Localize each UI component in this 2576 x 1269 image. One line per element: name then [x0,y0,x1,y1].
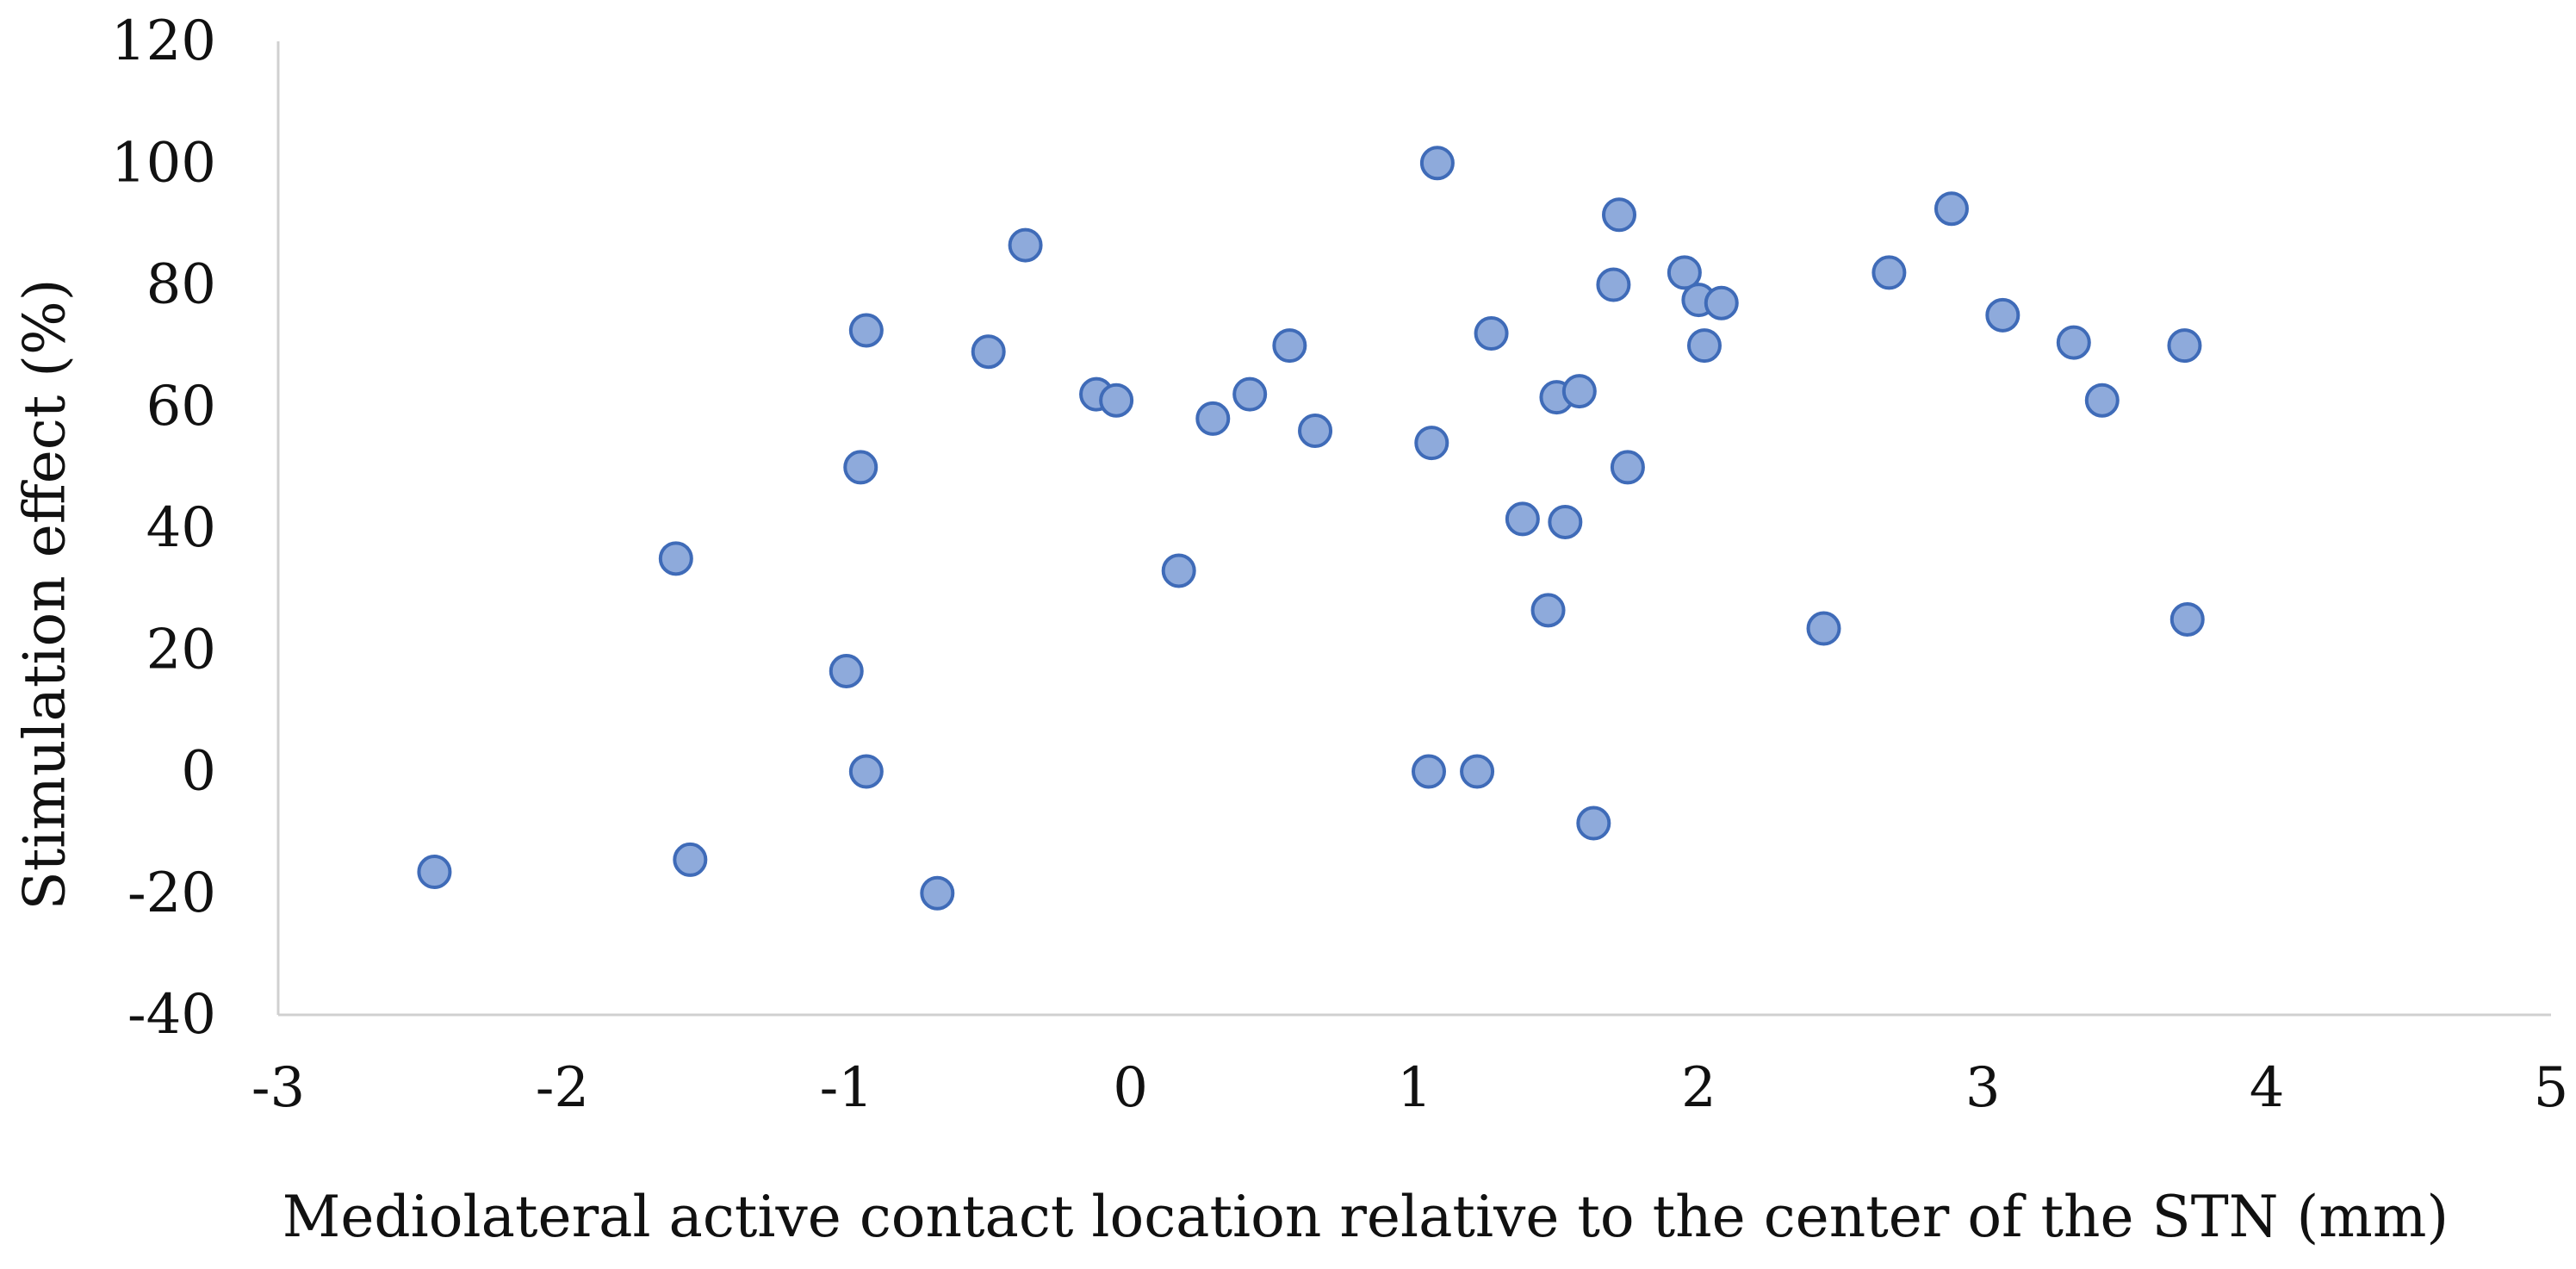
data-point [1610,450,1645,485]
data-point [1561,374,1597,409]
data-point [2084,383,2120,418]
data-point [848,313,884,348]
data-point [848,754,884,789]
x-axis-title: Mediolateral active contact location rel… [282,1184,2449,1250]
data-point [417,855,452,890]
data-point [1411,754,1446,789]
y-tick-label: 60 [146,375,216,439]
y-tick-label: 120 [111,9,216,73]
data-point [1474,316,1509,351]
data-point [1871,255,1907,290]
x-tick-label: 2 [1681,1056,1716,1120]
data-point [1602,197,1637,233]
data-point [1419,146,1455,181]
data-point [658,541,693,576]
y-tick-label: -20 [127,862,216,925]
y-tick-labels: 120 100 80 60 40 20 0 -20 -40 [111,9,216,1047]
y-tick-label: 20 [146,618,216,681]
data-point [829,653,864,688]
data-point [673,842,708,877]
data-point [1272,328,1307,364]
y-tick-label: 0 [181,740,216,804]
x-tick-labels: -3 -2 -1 0 1 2 3 4 5 [251,1056,2569,1120]
data-point [2056,325,2091,360]
x-tick-label: 1 [1397,1056,1432,1120]
data-point [1985,297,2020,333]
x-tick-label: -2 [536,1056,589,1120]
y-tick-label: 80 [146,253,216,317]
chart-axes [276,41,2551,1017]
data-point [843,450,878,485]
data-point [920,875,955,911]
data-point [1806,611,1841,646]
x-tick-label: 0 [1113,1056,1148,1120]
y-axis-title: Stimulation effect (%) [12,279,78,911]
x-tick-label: -1 [820,1056,873,1120]
y-tick-label: -40 [127,983,216,1047]
y-tick-label: 100 [111,131,216,195]
data-point [1414,426,1449,461]
data-point [1548,504,1583,539]
x-tick-label: 3 [1965,1056,2001,1120]
data-point [1298,414,1333,448]
data-point [1530,593,1566,628]
data-point [971,334,1006,370]
data-point [1505,501,1540,537]
data-point [2169,601,2205,637]
data-point [1667,255,1702,290]
data-point [1576,806,1611,841]
data-point [1099,383,1134,418]
x-tick-label: -3 [251,1056,305,1120]
data-point [1008,227,1043,263]
data-point [1934,191,1969,227]
x-tick-label: 5 [2534,1056,2569,1120]
data-point [1161,553,1196,588]
data-point [1704,285,1739,320]
data-points [417,146,2205,911]
data-point [1460,754,1495,789]
data-point [1596,267,1631,302]
data-point [1232,376,1268,412]
data-point [2167,328,2202,364]
data-point [1195,401,1231,436]
data-point [1686,328,1722,364]
y-tick-label: 40 [146,496,216,560]
x-tick-label: 4 [2250,1056,2285,1120]
